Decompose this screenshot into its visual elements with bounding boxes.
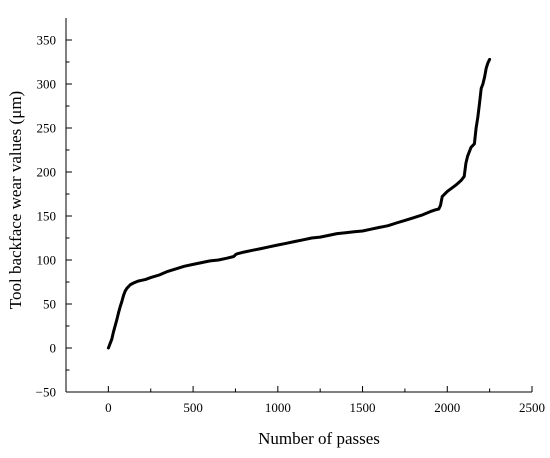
x-tick-label: 1500 — [350, 400, 376, 415]
y-tick-label: 300 — [37, 77, 57, 92]
x-tick-label: 0 — [105, 400, 112, 415]
y-axis-ticks: −50 0 50 100 150 200 250 300 350 — [36, 33, 72, 400]
x-tick-label: 500 — [183, 400, 203, 415]
x-tick-label: 2500 — [519, 400, 545, 415]
y-axis-title: Tool backface wear values (μm) — [6, 91, 25, 309]
y-tick-label: 100 — [37, 253, 57, 268]
x-axis-ticks: 0 500 1000 1500 2000 2500 — [65, 386, 545, 415]
wear-series-line — [106, 57, 492, 350]
y-tick-label: 350 — [37, 33, 57, 48]
y-tick-label: 150 — [37, 209, 57, 224]
x-tick-label: 1000 — [265, 400, 291, 415]
y-tick-label: −50 — [36, 385, 56, 400]
y-tick-label: 50 — [43, 297, 56, 312]
y-tick-label: 0 — [50, 341, 57, 356]
x-tick-label: 2000 — [434, 400, 460, 415]
x-axis-title: Number of passes — [258, 429, 380, 448]
y-tick-label: 250 — [37, 121, 57, 136]
y-tick-label: 200 — [37, 165, 57, 180]
